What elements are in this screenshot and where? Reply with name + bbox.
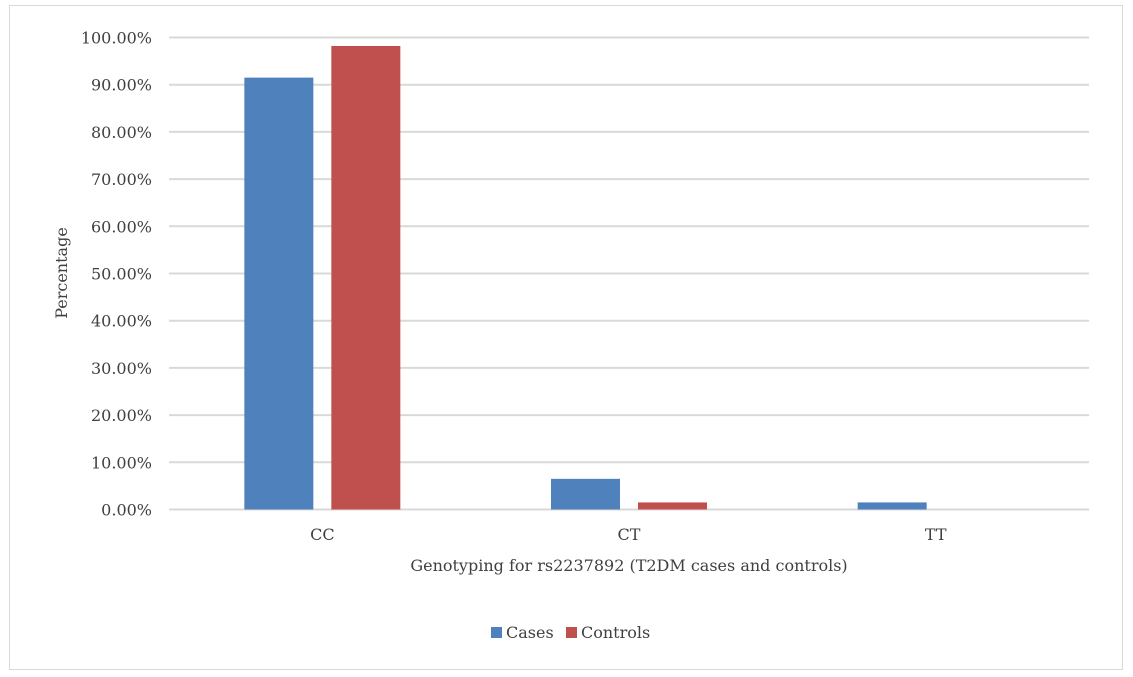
bar-controls-cc [331,45,401,510]
legend-label-controls: Controls [581,623,650,642]
gridlines [169,36,1089,511]
y-tick-label: 90.00% [91,76,152,95]
bar-cases-ct [551,478,620,510]
y-tick-label: 30.00% [91,359,152,378]
y-tick-label: 20.00% [91,406,152,425]
y-tick-label: 70.00% [91,170,152,189]
x-axis-title: Genotyping for rs2237892 (T2DM cases and… [410,556,847,575]
y-tick-label: 100.00% [81,29,152,48]
bars [244,45,927,510]
legend-label-cases: Cases [506,623,554,642]
y-tick-label: 60.00% [91,217,152,236]
y-tick-label: 80.00% [91,123,152,142]
legend-swatch-cases [491,627,502,638]
x-axis-ticks: CC CT TT [310,525,947,544]
x-tick-label: CC [310,525,334,544]
bar-cases-cc [244,77,314,510]
y-tick-label: 0.00% [101,501,152,520]
x-tick-label: TT [925,525,947,544]
chart-frame [9,5,1123,670]
y-tick-label: 40.00% [91,312,152,331]
legend-swatch-controls [566,627,577,638]
legend: Cases Controls [491,623,650,642]
x-tick-label: CT [618,525,641,544]
y-tick-label: 50.00% [91,265,152,284]
y-tick-label: 10.00% [91,453,152,472]
y-axis-ticks: 0.00% 10.00% 20.00% 30.00% 40.00% 50.00% 60.00… [81,29,152,520]
y-axis-title: Percentage [52,227,71,319]
bar-cases-tt [857,502,927,510]
bar-controls-ct [638,502,707,510]
